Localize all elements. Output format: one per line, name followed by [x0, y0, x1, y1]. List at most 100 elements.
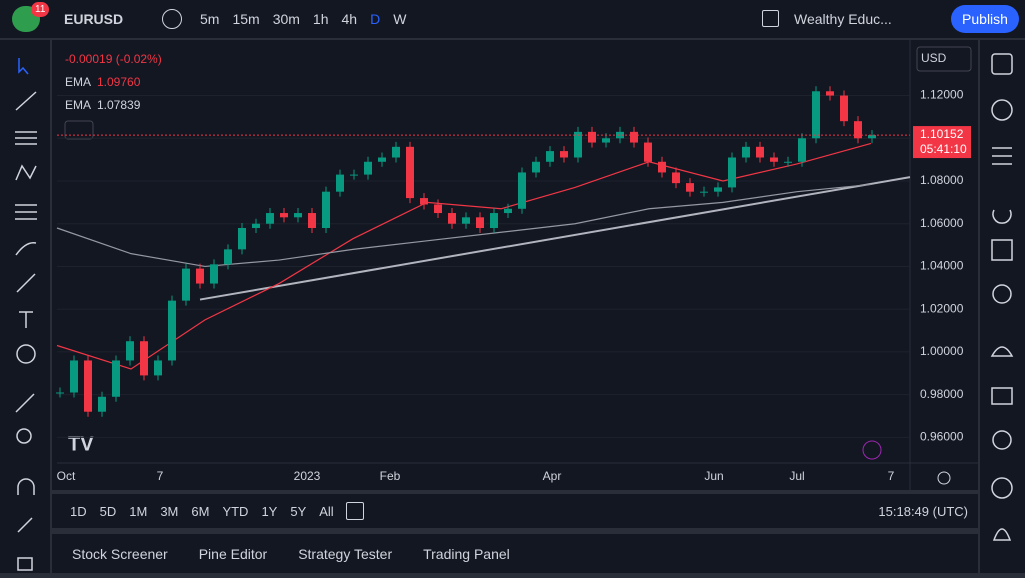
symbol[interactable]: EURUSD — [64, 11, 124, 27]
x-label: 7 — [157, 469, 164, 483]
ema-label: EMA — [65, 75, 91, 89]
publish-button[interactable]: Publish — [951, 5, 1019, 33]
ema-value: 1.09760 — [97, 75, 141, 89]
candle — [742, 146, 750, 158]
currency-button[interactable] — [916, 46, 972, 72]
candle — [854, 121, 862, 139]
candle — [798, 138, 806, 162]
candle — [154, 360, 162, 376]
panel-tab[interactable]: Stock Screener — [72, 546, 168, 562]
candle — [588, 131, 596, 143]
y-tick-label: 1.12000 — [920, 88, 964, 102]
x-label: 7 — [888, 469, 895, 483]
ema-line — [56, 142, 872, 370]
candle — [280, 213, 288, 218]
y-tick-label: 1.02000 — [920, 301, 964, 315]
candle — [812, 91, 820, 139]
y-tick-label: 0.98000 — [920, 387, 964, 401]
range[interactable]: 5D — [99, 504, 117, 519]
x-label: Jun — [704, 469, 723, 483]
settings-button[interactable] — [937, 471, 951, 485]
ema-line — [56, 183, 872, 268]
candle — [602, 138, 610, 143]
right-toolbar — [980, 40, 1025, 573]
candle — [56, 392, 64, 394]
layout-name[interactable]: Wealthy Educ... — [794, 11, 892, 27]
candle — [112, 360, 120, 397]
y-tick-label: 1.08000 — [920, 173, 964, 187]
candle — [126, 341, 134, 361]
tool-icons — [15, 58, 37, 571]
interval[interactable]: 30m — [272, 11, 300, 27]
range-bar: 1D 5D 1M 3M 6M YTD 1Y 5Y All 15:18:49 (UTC) — [52, 494, 978, 528]
y-tick-label: 1.00000 — [920, 344, 964, 358]
candle — [168, 300, 176, 361]
panel-tab[interactable]: Trading Panel — [423, 546, 510, 562]
checkbox[interactable] — [762, 10, 779, 27]
candle — [462, 217, 470, 224]
collapse-button[interactable] — [64, 120, 94, 140]
add-symbol[interactable] — [162, 9, 182, 29]
side-icons — [990, 53, 1014, 541]
interval[interactable]: 5m — [200, 11, 220, 27]
candle — [420, 198, 428, 205]
range[interactable]: 3M — [160, 504, 179, 519]
lightning-button[interactable] — [862, 440, 882, 460]
candle — [378, 157, 386, 162]
candle — [182, 268, 190, 301]
candle — [532, 161, 540, 173]
candle — [210, 264, 218, 284]
candle — [770, 157, 778, 162]
price-tag-price: 1.10152 — [920, 127, 964, 141]
left-toolbar — [0, 40, 50, 573]
candle — [336, 174, 344, 192]
range[interactable]: All — [319, 504, 334, 519]
interval[interactable]: 1h — [312, 11, 329, 27]
range[interactable]: 1D — [70, 504, 87, 519]
range[interactable]: 6M — [191, 504, 210, 519]
panel-tab[interactable]: Strategy Tester — [298, 546, 393, 562]
candle — [546, 151, 554, 162]
candle — [70, 360, 78, 393]
ranges: 1D 5D 1M 3M 6M YTD 1Y 5Y All — [70, 504, 334, 519]
currency: USD — [921, 51, 947, 65]
date-range-button[interactable] — [346, 502, 364, 520]
candle — [238, 228, 246, 250]
candle — [266, 213, 274, 224]
bottom-panel: Stock Screener Pine Editor Strategy Tester… — [52, 534, 978, 573]
ema-label: EMA — [65, 98, 91, 112]
candle — [868, 135, 876, 139]
price-tag-countdown: 05:41:10 — [920, 142, 967, 156]
range[interactable]: YTD — [222, 504, 249, 519]
candle — [476, 217, 484, 228]
panel-tab[interactable]: Pine Editor — [198, 546, 268, 562]
candle — [84, 360, 92, 412]
price-tag — [913, 126, 971, 159]
interval[interactable]: 15m — [232, 11, 260, 27]
candle — [448, 213, 456, 224]
candle — [826, 91, 834, 96]
range[interactable]: 1M — [129, 504, 148, 519]
top-bar: 11 EURUSD 5m 15m 30m 1h 4h D W Wealthy Educ...… — [0, 0, 1025, 38]
candle — [560, 151, 568, 158]
candle — [672, 172, 680, 184]
interval[interactable]: 4h — [341, 11, 358, 27]
candle — [686, 183, 694, 192]
candle — [490, 213, 498, 228]
x-label: Jul — [789, 469, 804, 483]
interval[interactable]: W — [393, 11, 407, 27]
range[interactable]: 1Y — [261, 504, 278, 519]
candle — [406, 146, 414, 199]
candle — [644, 142, 652, 162]
y-tick-label: 1.04000 — [920, 259, 964, 273]
intervals: 5m 15m 30m 1h 4h D W — [200, 11, 406, 27]
candle — [224, 249, 232, 265]
candle — [504, 208, 512, 214]
candle — [574, 131, 582, 158]
candle — [714, 187, 722, 192]
interval[interactable]: D — [370, 11, 381, 27]
clock: 15:18:49 (UTC) — [878, 504, 968, 519]
x-label: 2023 — [294, 469, 321, 483]
range[interactable]: 5Y — [290, 504, 307, 519]
